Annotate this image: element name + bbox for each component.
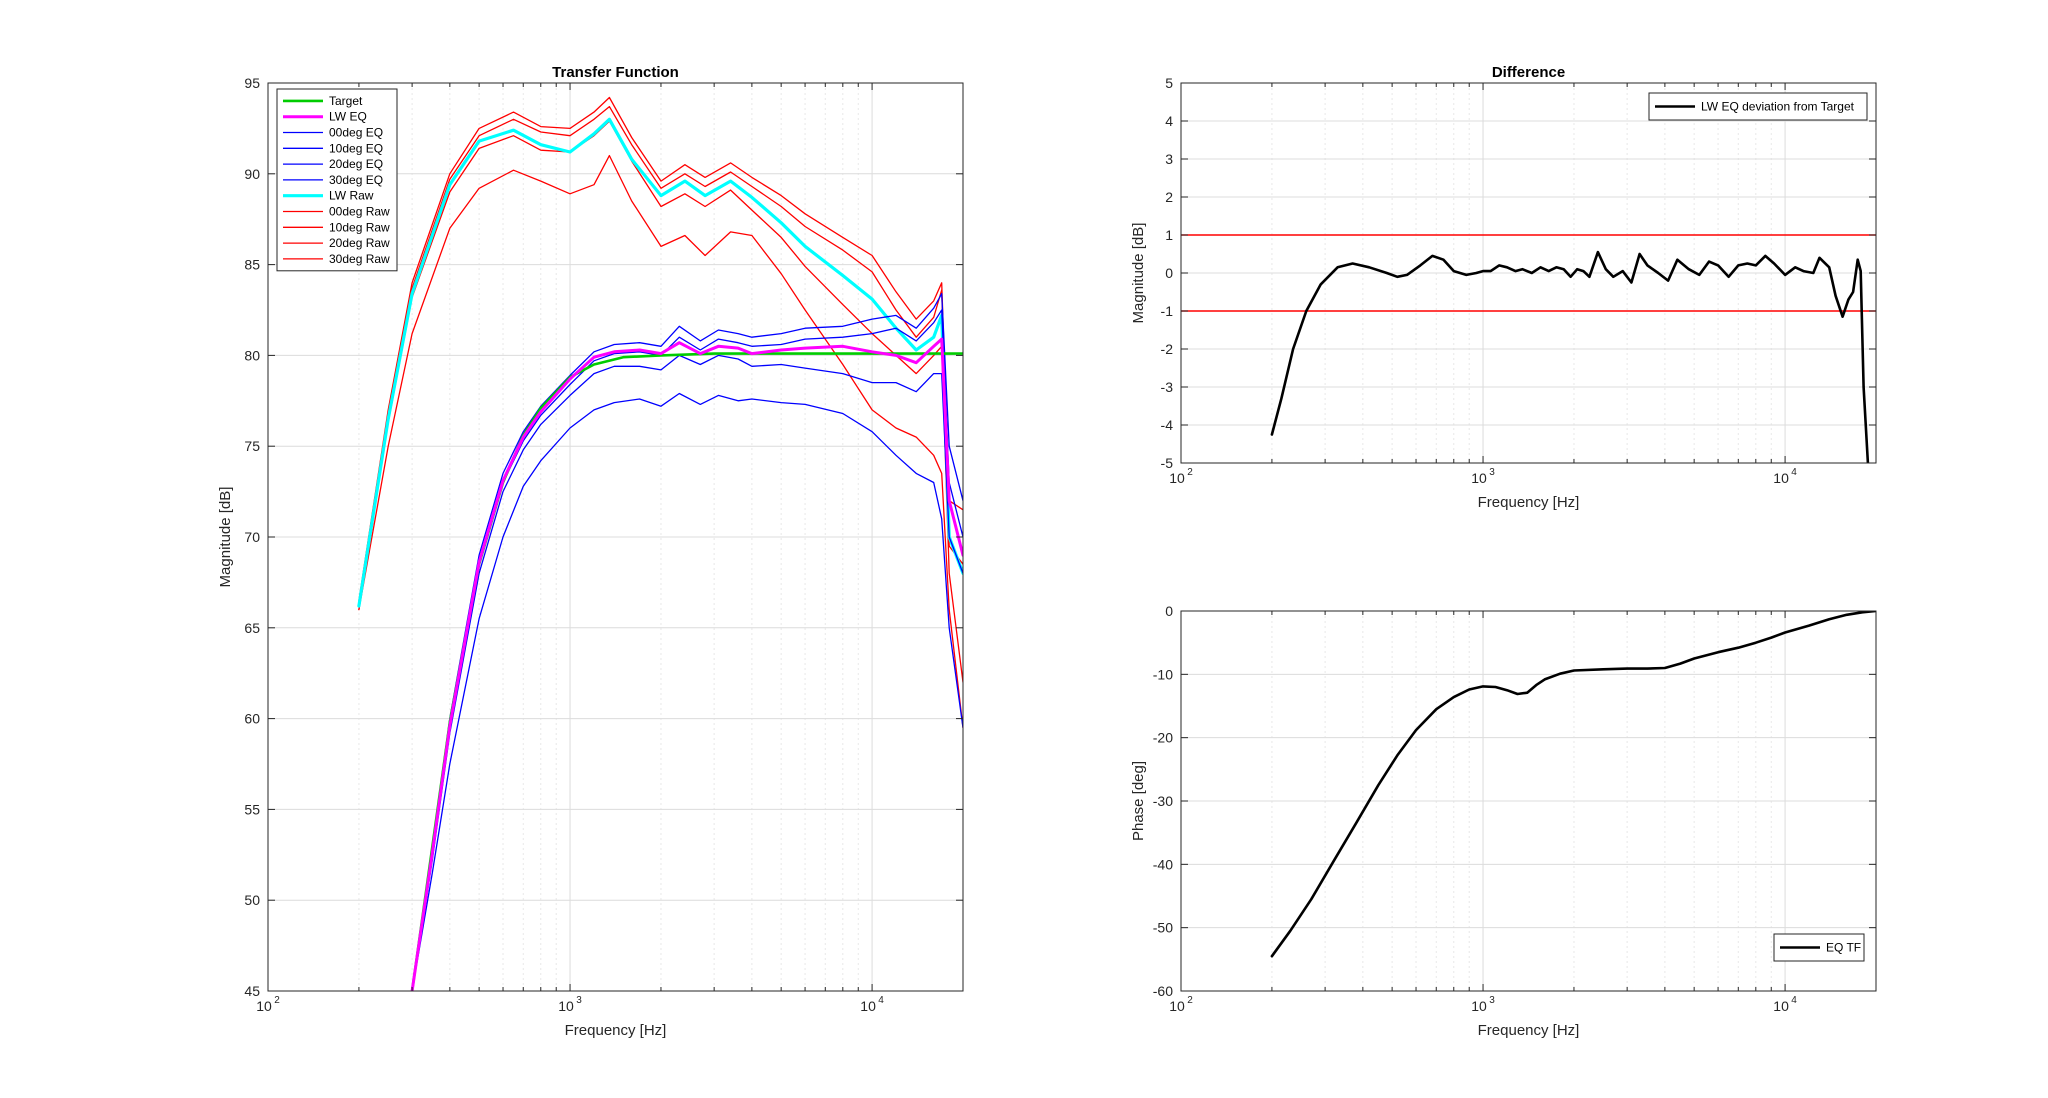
x-tick-label: 10 (1471, 470, 1487, 486)
y-tick-label: 70 (244, 529, 260, 545)
series-group (1270, 611, 1876, 958)
grid (268, 82, 963, 992)
series-20deg-eq (411, 354, 963, 991)
y-tick-label: 60 (244, 711, 260, 727)
y-tick-label: 55 (244, 801, 260, 817)
x-tick-exponent: 2 (1187, 467, 1193, 478)
x-tick-exponent: 4 (878, 995, 884, 1006)
legend-entry: 10deg Raw (329, 220, 390, 234)
y-tick-label: -1 (1161, 303, 1174, 319)
y-tick-label: -5 (1161, 455, 1174, 471)
chart-title: Transfer Function (552, 64, 679, 81)
x-tick-exponent: 2 (274, 995, 280, 1006)
y-tick-label: 65 (244, 620, 260, 636)
legend-entry: 30deg Raw (329, 252, 390, 266)
ticks (267, 82, 963, 992)
ticks (1180, 610, 1876, 992)
y-tick-label: 5 (1165, 75, 1173, 91)
series-lw-eq-deviation-from-target (1270, 250, 1870, 463)
y-tick-label: 80 (244, 347, 260, 363)
y-tick-label: 1 (1165, 227, 1173, 243)
x-tick-label: 10 (558, 998, 574, 1014)
legend-entry: 10deg EQ (329, 141, 383, 155)
series-eq-tf (1270, 611, 1876, 958)
y-tick-label: -40 (1153, 856, 1173, 872)
legend-entry: LW EQ deviation from Target (1701, 100, 1855, 114)
legend-entry: 20deg EQ (329, 157, 383, 171)
y-tick-label: 50 (244, 892, 260, 908)
y-tick-label: -50 (1153, 920, 1173, 936)
x-tick-exponent: 3 (1489, 995, 1495, 1006)
x-tick-label: 10 (256, 998, 272, 1014)
x-axis-label: Frequency [Hz] (1478, 494, 1580, 511)
y-tick-label: 75 (244, 438, 260, 454)
legend-entry: LW EQ (329, 110, 367, 124)
series-10deg-raw (358, 105, 963, 607)
series-30deg-raw (358, 154, 963, 729)
y-tick-label: -3 (1161, 379, 1174, 395)
legend-entry: 20deg Raw (329, 236, 390, 250)
series-group (357, 96, 963, 991)
x-tick-exponent: 3 (1489, 467, 1495, 478)
x-tick-exponent: 3 (576, 995, 582, 1006)
y-tick-label: 85 (244, 257, 260, 273)
series-20deg-raw (358, 120, 963, 683)
y-tick-label: 2 (1165, 189, 1173, 205)
y-tick-label: -2 (1161, 341, 1174, 357)
y-tick-label: -20 (1153, 730, 1173, 746)
y-tick-label: -30 (1153, 793, 1173, 809)
y-tick-label: 95 (244, 75, 260, 91)
x-axis-label: Frequency [Hz] (565, 1022, 667, 1039)
y-axis-label: Magnitude [dB] (1130, 223, 1147, 324)
y-tick-label: -4 (1161, 417, 1174, 433)
legend-entry: EQ TF (1826, 941, 1861, 955)
series-30deg-eq (411, 392, 963, 991)
x-tick-label: 10 (1169, 998, 1185, 1014)
series-lw-raw (357, 117, 963, 608)
series-group (1270, 250, 1870, 463)
difference-axes: 10 2 10 3 10 4-5-4-3-2-1012345DifferenceFrequ… (1130, 64, 1877, 511)
y-tick-label: 0 (1165, 603, 1173, 619)
ticks (1180, 82, 1876, 464)
chart-title: Difference (1492, 64, 1565, 81)
legend: LW EQ deviation from Target (1648, 92, 1868, 121)
y-tick-label: 0 (1165, 265, 1173, 281)
y-tick-label: -60 (1153, 983, 1173, 999)
legend-entry: 30deg EQ (329, 173, 383, 187)
x-tick-label: 10 (1169, 470, 1185, 486)
x-tick-label: 10 (1471, 998, 1487, 1014)
legend: EQ TF (1773, 933, 1865, 962)
x-tick-exponent: 4 (1791, 995, 1797, 1006)
legend-entry: 00deg EQ (329, 126, 383, 140)
y-tick-label: 3 (1165, 151, 1173, 167)
x-tick-label: 10 (860, 998, 876, 1014)
x-axis-label: Frequency [Hz] (1478, 1022, 1580, 1039)
transfer-function-axes: 10 2 10 3 10 44550556065707580859095Transfer … (217, 64, 964, 1039)
legend-entry: Target (329, 94, 363, 108)
series-00deg-raw (358, 96, 963, 602)
x-tick-label: 10 (1773, 470, 1789, 486)
x-tick-label: 10 (1773, 998, 1789, 1014)
x-tick-exponent: 2 (1187, 995, 1193, 1006)
y-axis-label: Magnitude [dB] (217, 487, 234, 588)
x-tick-exponent: 4 (1791, 467, 1797, 478)
y-tick-label: 4 (1165, 113, 1173, 129)
y-tick-label: 90 (244, 166, 260, 182)
series-00deg-eq (411, 293, 963, 991)
series-lw-eq (410, 337, 963, 991)
y-tick-label: -10 (1153, 666, 1173, 682)
legend-entry: LW Raw (329, 189, 374, 203)
legend-entry: 00deg Raw (329, 205, 390, 219)
y-tick-label: 45 (244, 983, 260, 999)
y-axis-label: Phase [deg] (1130, 761, 1147, 841)
